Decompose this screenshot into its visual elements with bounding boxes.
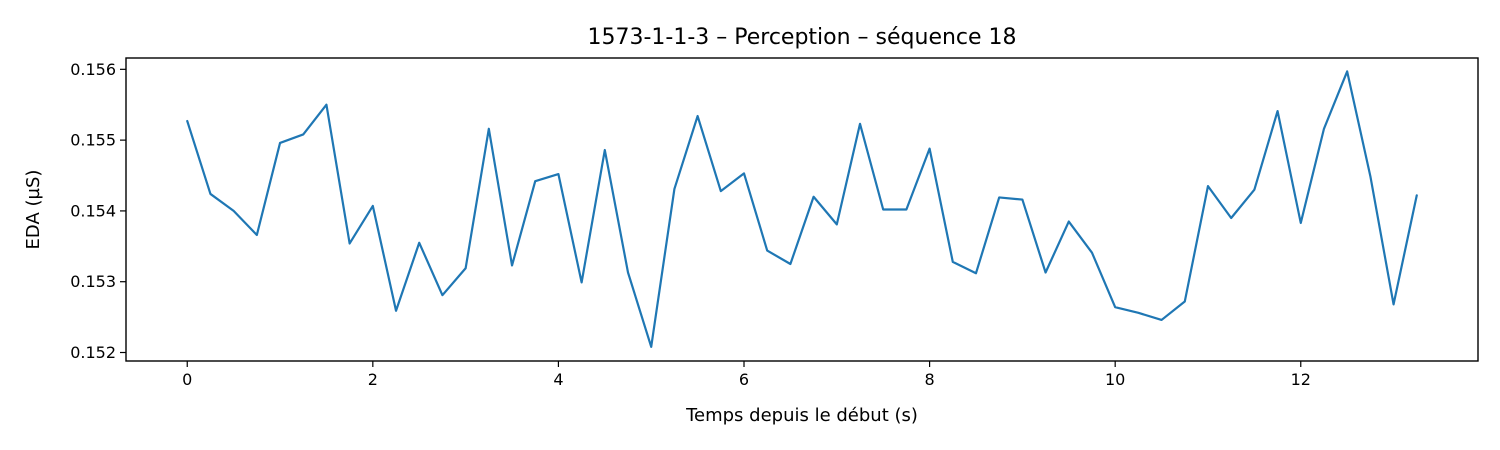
x-tick-label: 2	[368, 370, 378, 389]
y-tick-label: 0.152	[70, 343, 116, 362]
x-tick-label: 12	[1291, 370, 1311, 389]
x-tick-label: 4	[553, 370, 563, 389]
x-axis-label: Temps depuis le début (s)	[685, 405, 918, 426]
chart-title: 1573-1-1-3 – Perception – séquence 18	[587, 25, 1016, 50]
y-tick-label: 0.155	[70, 131, 116, 150]
plot-frame	[125, 57, 1479, 362]
y-tick-label: 0.156	[70, 60, 116, 79]
x-tick-label: 8	[924, 370, 934, 389]
x-tick-label: 10	[1105, 370, 1125, 389]
y-axis-ticks: 0.152 0.153 0.154 0.155 0.156	[70, 60, 126, 362]
y-axis-label: EDA (µS)	[23, 170, 44, 250]
plot-area	[186, 70, 1418, 348]
y-tick-label: 0.154	[70, 201, 116, 220]
x-axis-ticks: 0 2 4 6 8 10 12	[182, 361, 1311, 389]
x-tick-label: 0	[182, 370, 192, 389]
y-tick-label: 0.153	[70, 272, 116, 291]
x-tick-label: 6	[739, 370, 749, 389]
eda-series-line	[186, 70, 1418, 348]
